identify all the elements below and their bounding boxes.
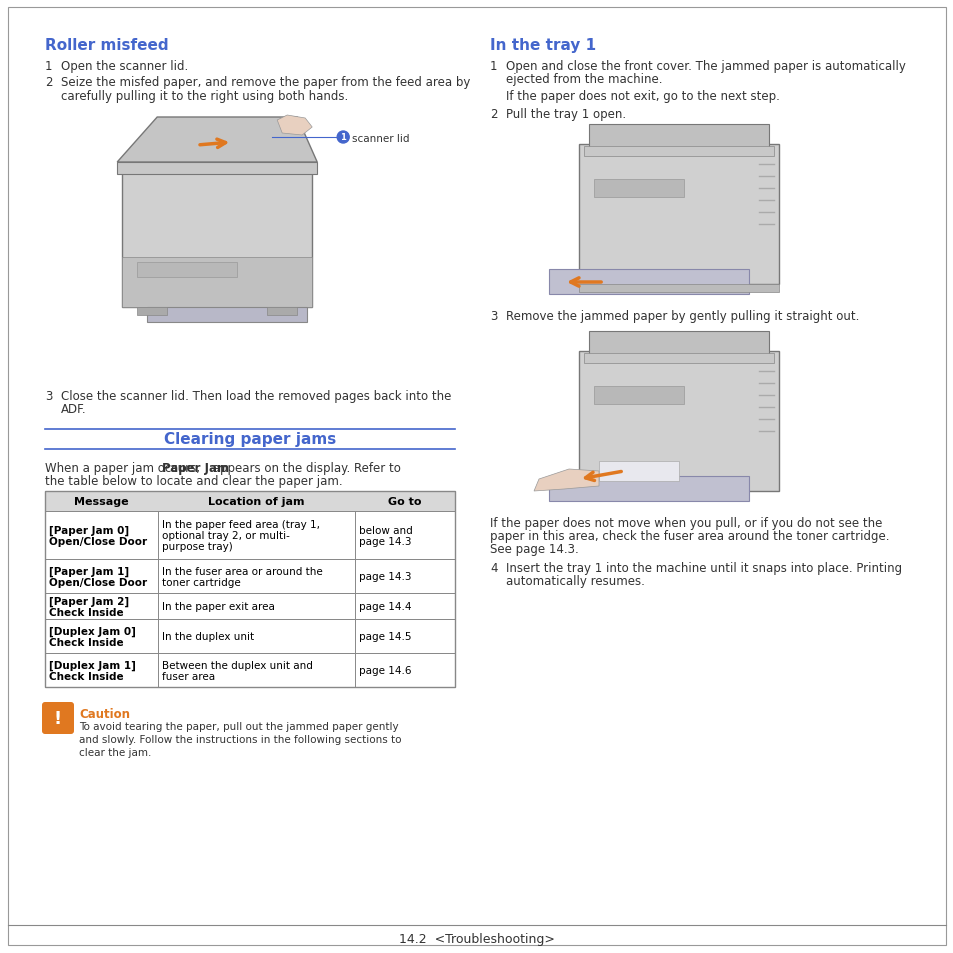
Bar bbox=[598, 461, 679, 481]
Text: Caution: Caution bbox=[79, 707, 130, 720]
Text: ejected from the machine.: ejected from the machine. bbox=[505, 73, 661, 86]
Bar bbox=[578, 352, 779, 492]
Text: Close the scanner lid. Then load the removed pages back into the: Close the scanner lid. Then load the rem… bbox=[61, 390, 451, 402]
Text: [Paper Jam 2]: [Paper Jam 2] bbox=[49, 597, 129, 607]
Text: purpose tray): purpose tray) bbox=[162, 542, 233, 552]
Text: !: ! bbox=[54, 709, 62, 727]
Text: toner cartridge: toner cartridge bbox=[162, 578, 240, 587]
Bar bbox=[583, 354, 773, 364]
Text: and slowly. Follow the instructions in the following sections to: and slowly. Follow the instructions in t… bbox=[79, 734, 401, 744]
Text: Check Inside: Check Inside bbox=[49, 607, 124, 618]
Text: In the paper feed area (tray 1,: In the paper feed area (tray 1, bbox=[162, 520, 319, 530]
Text: paper in this area, check the fuser area around the toner cartridge.: paper in this area, check the fuser area… bbox=[490, 530, 888, 542]
Text: 4: 4 bbox=[490, 561, 497, 575]
Bar bbox=[578, 285, 779, 293]
Text: Remove the jammed paper by gently pulling it straight out.: Remove the jammed paper by gently pullin… bbox=[505, 310, 859, 323]
Text: Paper Jam: Paper Jam bbox=[162, 461, 230, 475]
Bar bbox=[583, 147, 773, 157]
Text: In the tray 1: In the tray 1 bbox=[490, 38, 596, 53]
Bar bbox=[45, 654, 455, 687]
Text: Insert the tray 1 into the machine until it snaps into place. Printing: Insert the tray 1 into the machine until… bbox=[505, 561, 902, 575]
Text: 1: 1 bbox=[45, 60, 52, 73]
Bar bbox=[578, 145, 779, 285]
Text: If the paper does not move when you pull, or if you do not see the: If the paper does not move when you pull… bbox=[490, 517, 882, 530]
Text: scanner lid: scanner lid bbox=[352, 133, 409, 144]
Text: In the fuser area or around the: In the fuser area or around the bbox=[162, 566, 322, 577]
Text: appears on the display. Refer to: appears on the display. Refer to bbox=[209, 461, 401, 475]
Bar bbox=[117, 163, 316, 174]
Bar bbox=[45, 512, 455, 559]
Text: [Paper Jam 1]: [Paper Jam 1] bbox=[49, 566, 129, 577]
Text: [Paper Jam 0]: [Paper Jam 0] bbox=[49, 525, 129, 536]
Bar bbox=[122, 168, 312, 308]
Text: page 14.4: page 14.4 bbox=[358, 602, 411, 612]
Text: To avoid tearing the paper, pull out the jammed paper gently: To avoid tearing the paper, pull out the… bbox=[79, 721, 398, 731]
Text: Pull the tray 1 open.: Pull the tray 1 open. bbox=[505, 108, 625, 121]
Text: carefully pulling it to the right using both hands.: carefully pulling it to the right using … bbox=[61, 90, 348, 103]
Text: [Duplex Jam 0]: [Duplex Jam 0] bbox=[49, 626, 135, 637]
Bar bbox=[588, 125, 768, 150]
Polygon shape bbox=[534, 470, 598, 492]
Text: below and: below and bbox=[358, 525, 412, 536]
Polygon shape bbox=[117, 118, 316, 163]
Text: ADF.: ADF. bbox=[61, 402, 87, 416]
Text: Open the scanner lid.: Open the scanner lid. bbox=[61, 60, 188, 73]
Text: [Duplex Jam 1]: [Duplex Jam 1] bbox=[49, 660, 135, 671]
Text: Check Inside: Check Inside bbox=[49, 638, 124, 647]
Text: 14.2  <Troubleshooting>: 14.2 <Troubleshooting> bbox=[398, 933, 555, 945]
Bar bbox=[548, 476, 748, 501]
Text: page 14.3: page 14.3 bbox=[358, 572, 411, 582]
Text: Clearing paper jams: Clearing paper jams bbox=[164, 432, 335, 447]
Text: page 14.6: page 14.6 bbox=[358, 666, 411, 676]
Text: page 14.3: page 14.3 bbox=[358, 537, 411, 546]
Text: Between the duplex unit and: Between the duplex unit and bbox=[162, 660, 313, 670]
Text: fuser area: fuser area bbox=[162, 671, 214, 681]
Bar bbox=[45, 492, 455, 687]
Circle shape bbox=[336, 132, 349, 144]
Text: 3: 3 bbox=[490, 310, 497, 323]
Bar bbox=[588, 332, 768, 356]
Bar bbox=[594, 180, 683, 198]
Polygon shape bbox=[277, 116, 312, 136]
Text: See page 14.3.: See page 14.3. bbox=[490, 542, 578, 556]
Text: If the paper does not exit, go to the next step.: If the paper does not exit, go to the ne… bbox=[505, 90, 779, 103]
Bar bbox=[594, 387, 683, 405]
Text: Open and close the front cover. The jammed paper is automatically: Open and close the front cover. The jamm… bbox=[505, 60, 905, 73]
Text: In the duplex unit: In the duplex unit bbox=[162, 632, 253, 641]
Text: 1: 1 bbox=[340, 133, 346, 142]
Bar bbox=[45, 559, 455, 594]
Text: optional tray 2, or multi-: optional tray 2, or multi- bbox=[162, 531, 290, 541]
Text: Message: Message bbox=[74, 497, 129, 506]
Text: the table below to locate and clear the paper jam.: the table below to locate and clear the … bbox=[45, 475, 342, 488]
Text: Go to: Go to bbox=[388, 497, 421, 506]
Bar bbox=[267, 308, 297, 315]
Text: Roller misfeed: Roller misfeed bbox=[45, 38, 169, 53]
Text: When a paper jam occurs,: When a paper jam occurs, bbox=[45, 461, 204, 475]
Text: Open/Close Door: Open/Close Door bbox=[49, 578, 147, 587]
Text: 2: 2 bbox=[490, 108, 497, 121]
Text: automatically resumes.: automatically resumes. bbox=[505, 575, 644, 587]
Text: Location of jam: Location of jam bbox=[208, 497, 304, 506]
Text: Open/Close Door: Open/Close Door bbox=[49, 537, 147, 546]
Bar bbox=[45, 594, 455, 619]
Bar bbox=[137, 263, 237, 277]
Bar bbox=[147, 308, 307, 323]
Text: Seize the misfed paper, and remove the paper from the feed area by: Seize the misfed paper, and remove the p… bbox=[61, 76, 470, 89]
Bar bbox=[45, 619, 455, 654]
Text: 1: 1 bbox=[490, 60, 497, 73]
Text: clear the jam.: clear the jam. bbox=[79, 747, 152, 758]
Bar bbox=[122, 257, 312, 308]
Text: 3: 3 bbox=[45, 390, 52, 402]
Text: In the paper exit area: In the paper exit area bbox=[162, 602, 274, 612]
Text: 2: 2 bbox=[45, 76, 52, 89]
Bar bbox=[548, 270, 748, 294]
Text: page 14.5: page 14.5 bbox=[358, 632, 411, 641]
Bar bbox=[45, 492, 455, 512]
FancyBboxPatch shape bbox=[42, 702, 74, 734]
Text: Check Inside: Check Inside bbox=[49, 671, 124, 681]
Bar bbox=[137, 308, 167, 315]
